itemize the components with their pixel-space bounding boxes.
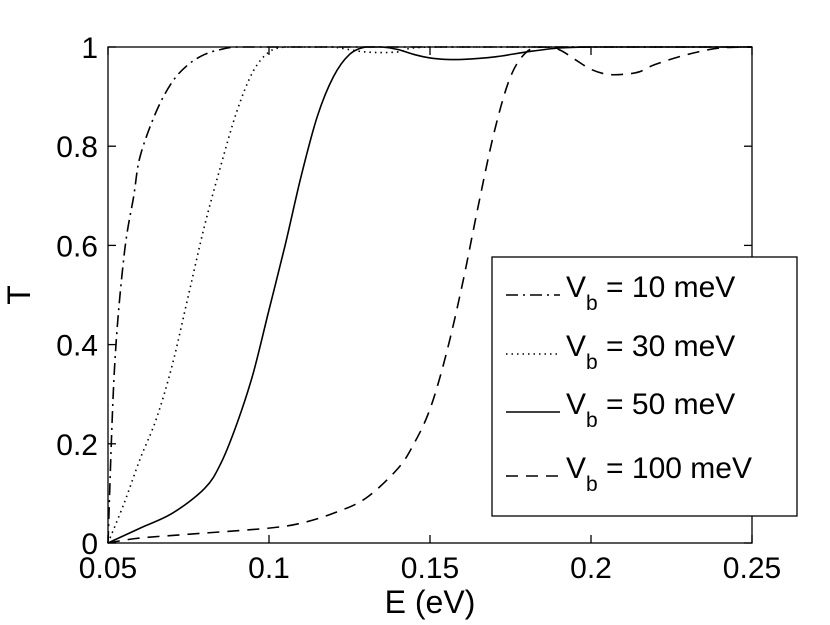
legend-label-subscript: b bbox=[586, 292, 598, 315]
x-tick-label: 0.2 bbox=[570, 552, 612, 585]
y-tick-label: 0.4 bbox=[56, 330, 98, 363]
y-tick-label: 0.8 bbox=[56, 131, 98, 164]
legend-box bbox=[491, 256, 798, 517]
legend-label-2: Vb = 30 meV bbox=[566, 330, 735, 374]
series-layer bbox=[107, 46, 753, 544]
legend-label-1: Vb = 10 meV bbox=[566, 271, 735, 315]
y-axis: 0 0.2 0.4 0.6 0.8 1 bbox=[56, 32, 752, 561]
legend-label-subscript: b bbox=[586, 473, 598, 496]
legend-label-4: Vb = 100 meV bbox=[566, 452, 752, 496]
y-tick-label: 0.2 bbox=[56, 429, 98, 462]
y-tick-label: 0.6 bbox=[56, 230, 98, 263]
x-axis: 0.05 0.1 0.15 0.2 0.25 bbox=[79, 47, 781, 585]
legend-label-main: V bbox=[566, 452, 586, 485]
series-line-1 bbox=[107, 46, 752, 544]
y-tick-label: 0 bbox=[81, 528, 98, 561]
legend-label-main: V bbox=[566, 271, 586, 304]
legend-label-main: V bbox=[566, 388, 586, 421]
series-line-4 bbox=[107, 46, 753, 544]
legend-label-main: V bbox=[566, 330, 586, 363]
x-tick-label: 0.05 bbox=[79, 552, 137, 585]
legend-label-rest: = 10 meV bbox=[598, 271, 736, 304]
x-tick-label: 0.1 bbox=[248, 552, 290, 585]
y-tick-label: 1 bbox=[81, 32, 98, 65]
legend-label-rest: = 30 meV bbox=[598, 330, 736, 363]
legend-label-subscript: b bbox=[586, 351, 598, 374]
x-axis-label: E (eV) bbox=[385, 584, 476, 620]
legend-label-rest: = 100 meV bbox=[598, 452, 752, 485]
x-tick-label: 0.25 bbox=[723, 552, 781, 585]
x-tick-label: 0.15 bbox=[401, 552, 459, 585]
legend-label-3: Vb = 50 meV bbox=[566, 388, 735, 432]
y-axis-label: T bbox=[1, 285, 37, 305]
legend-label-rest: = 50 meV bbox=[598, 388, 736, 421]
legend-label-subscript: b bbox=[586, 409, 598, 432]
